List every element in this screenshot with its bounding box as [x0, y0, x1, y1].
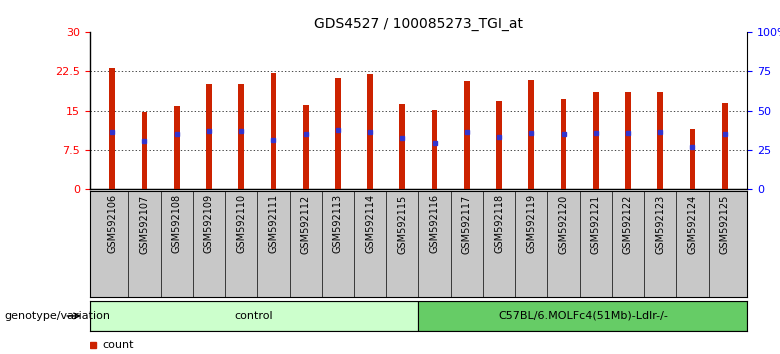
Bar [593, 92, 598, 189]
Text: GSM592116: GSM592116 [430, 194, 440, 253]
Text: genotype/variation: genotype/variation [4, 311, 110, 321]
Bar [690, 129, 695, 189]
Bar [561, 99, 566, 189]
Text: control: control [235, 311, 274, 321]
Text: count: count [102, 340, 133, 350]
Bar [271, 73, 276, 189]
Text: GSM592106: GSM592106 [108, 194, 117, 253]
Text: GSM592124: GSM592124 [687, 194, 697, 253]
Bar [303, 105, 309, 189]
Text: C57BL/6.MOLFc4(51Mb)-Ldlr-/-: C57BL/6.MOLFc4(51Mb)-Ldlr-/- [498, 311, 668, 321]
Text: GSM592113: GSM592113 [333, 194, 343, 253]
Bar [419, 301, 747, 331]
Bar [90, 301, 418, 331]
Bar [142, 112, 147, 189]
Text: GSM592123: GSM592123 [655, 194, 665, 253]
Text: GSM592111: GSM592111 [268, 194, 278, 253]
Bar [496, 101, 502, 189]
Bar [464, 81, 470, 189]
Text: GSM592121: GSM592121 [590, 194, 601, 253]
Bar [206, 84, 212, 189]
Text: GSM592107: GSM592107 [140, 194, 150, 253]
Title: GDS4527 / 100085273_TGI_at: GDS4527 / 100085273_TGI_at [314, 17, 523, 31]
Bar [109, 68, 115, 189]
Bar [431, 110, 438, 189]
Bar [335, 78, 341, 189]
Bar [399, 104, 406, 189]
Text: GSM592118: GSM592118 [494, 194, 504, 253]
Bar [367, 74, 373, 189]
Bar [625, 92, 631, 189]
Text: GSM592110: GSM592110 [236, 194, 246, 253]
Bar [528, 80, 534, 189]
Bar [722, 103, 728, 189]
Bar [174, 107, 179, 189]
Text: GSM592115: GSM592115 [397, 194, 407, 253]
Bar [658, 92, 663, 189]
Text: GSM592109: GSM592109 [204, 194, 214, 253]
Text: GSM592120: GSM592120 [558, 194, 569, 253]
Text: GSM592117: GSM592117 [462, 194, 472, 253]
Text: GSM592122: GSM592122 [623, 194, 633, 254]
Text: GSM592112: GSM592112 [300, 194, 310, 253]
Text: GSM592119: GSM592119 [526, 194, 537, 253]
Text: GSM592114: GSM592114 [365, 194, 375, 253]
Text: GSM592125: GSM592125 [720, 194, 729, 254]
Text: GSM592108: GSM592108 [172, 194, 182, 253]
Bar [239, 84, 244, 189]
